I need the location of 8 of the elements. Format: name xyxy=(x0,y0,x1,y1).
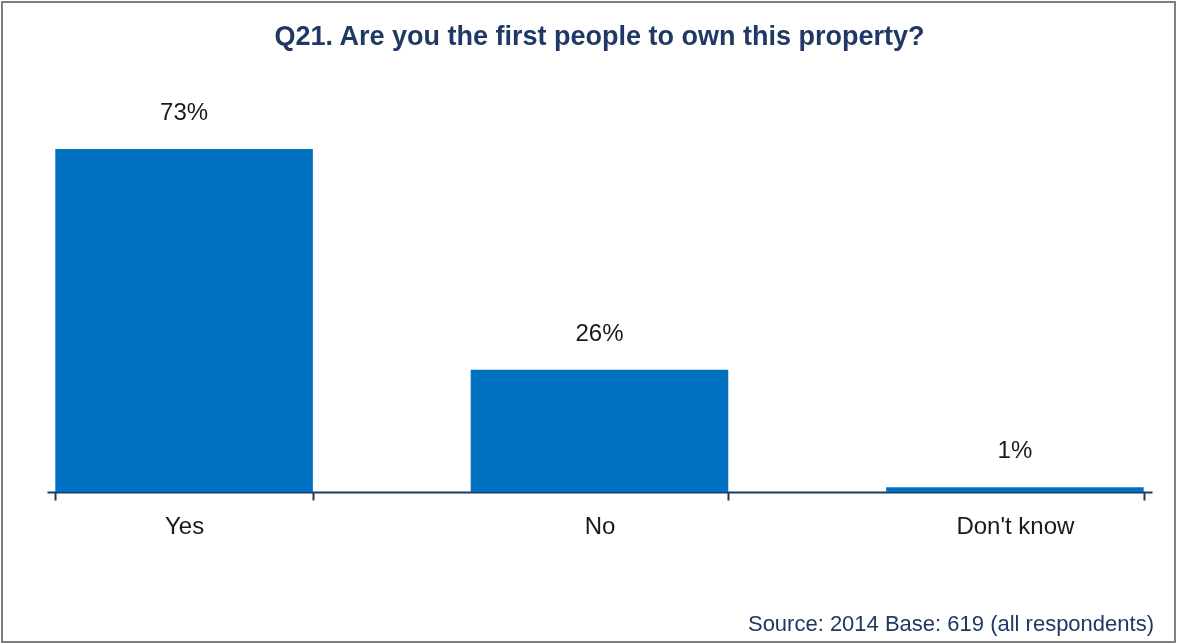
data-label: 1% xyxy=(997,436,1033,464)
data-label: 26% xyxy=(575,318,624,346)
x-tick-label: Yes xyxy=(165,511,205,539)
chart-title: Q21. Are you the first people to own this property? xyxy=(274,21,925,51)
data-label: 73% xyxy=(160,98,209,125)
x-tick-label: Don't know xyxy=(956,511,1076,539)
x-tick-label: No xyxy=(584,511,616,539)
source-note: Source: 2014 Base: 619 (all respondents) xyxy=(747,611,1154,637)
